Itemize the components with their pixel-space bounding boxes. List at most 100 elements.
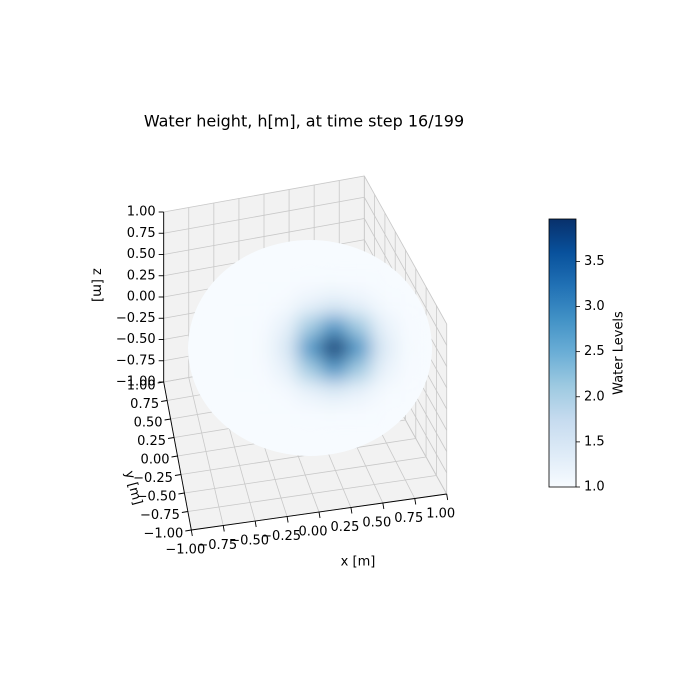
surface-cell: [322, 358, 347, 381]
x-tick-label: −1.00: [165, 543, 205, 558]
surface-cell: [273, 294, 298, 316]
surface-cell: [224, 294, 249, 316]
surface-cell: [273, 358, 298, 381]
z-tick-label: 1.00: [127, 205, 156, 220]
z-tick-label: −0.50: [116, 332, 156, 347]
y-tick-label: 0.50: [134, 416, 163, 431]
surface: [188, 240, 432, 456]
z-tick-label: −1.00: [116, 375, 156, 390]
x-tick-label: 0.00: [299, 525, 328, 540]
surface-cell: [297, 250, 323, 273]
surface-cell: [297, 240, 323, 251]
surface-cell: [224, 315, 249, 338]
colorbar-tick-label: 1.5: [584, 434, 605, 449]
y-tick-label: −0.25: [133, 471, 173, 486]
y-tick-label: 1.00: [127, 379, 156, 394]
surface-cell: [200, 358, 225, 381]
surface-cell: [322, 402, 347, 424]
y-tick: [161, 400, 168, 402]
y-tick-label: −0.75: [140, 508, 180, 523]
x-tick: [446, 493, 449, 501]
surface-cell: [346, 272, 371, 294]
surface-cell: [188, 337, 201, 359]
surface-cell: [249, 423, 274, 446]
surface-cell: [346, 315, 371, 338]
surface-cell: [346, 250, 371, 273]
grid-line: [187, 475, 437, 512]
surface-cell: [249, 294, 274, 316]
z-axis-label: z [m]: [90, 268, 105, 302]
y-tick: [181, 511, 188, 513]
y-tick-label: 0.25: [137, 434, 166, 449]
surface-cell: [395, 315, 420, 338]
colorbar-label: Water Levels: [612, 311, 627, 395]
surface-cell: [322, 380, 347, 402]
grid-line: [363, 175, 448, 325]
surface-cell: [297, 337, 323, 359]
x-tick-label: −0.25: [261, 529, 301, 544]
surface-cell: [395, 380, 420, 402]
x-tick: [222, 525, 225, 532]
surface-cell: [249, 380, 274, 402]
x-tick-label: 1.00: [426, 507, 455, 522]
grid-line: [163, 218, 365, 255]
surface-cell: [249, 358, 274, 381]
colorbar-body: [548, 218, 577, 488]
surface-cell: [322, 294, 347, 316]
x-tick: [318, 511, 321, 519]
x-tick: [286, 516, 289, 523]
y-tick: [178, 492, 185, 495]
surface-cell: [273, 337, 298, 359]
surface-cell: [273, 250, 298, 273]
axes: −1.00−0.75−0.50−0.250.00 0.25 0.50 0.75 1.00…: [116, 205, 455, 558]
surface-cell: [200, 337, 225, 359]
surface-cells: [188, 240, 432, 456]
surface-cell: [249, 337, 274, 359]
surface-cell: [224, 380, 249, 402]
x-tick: [350, 507, 353, 514]
x-tick: [382, 502, 385, 510]
y-tick-label: 0.75: [130, 397, 159, 412]
surface-cell: [395, 294, 420, 316]
x-tick-label: 0.75: [394, 511, 423, 526]
surface-cell: [346, 337, 371, 359]
surface-cell: [371, 380, 396, 402]
surface-cell: [346, 358, 371, 381]
colorbar-tick-label: 2.0: [584, 389, 605, 404]
surface-cell: [249, 315, 274, 338]
surface-cell: [371, 337, 396, 359]
surface-cell: [249, 250, 274, 273]
surface-cell: [273, 423, 298, 446]
surface-cell: [297, 358, 323, 381]
surface-cell: [224, 402, 249, 424]
surface-cell: [297, 294, 323, 316]
surface-cell: [322, 315, 347, 338]
x-axis-label: x [m]: [341, 555, 376, 570]
surface-cell: [371, 315, 396, 338]
z-tick-label: 0.00: [127, 290, 156, 305]
surface-cell: [273, 380, 298, 402]
surface-cell: [249, 402, 274, 424]
surface-cell: [322, 337, 347, 359]
x-tick: [254, 520, 257, 528]
y-tick: [167, 437, 175, 439]
chart-title: Water height, h[m], at time step 16/199: [144, 112, 464, 131]
surface-cell: [200, 315, 225, 338]
surface-cell: [322, 250, 347, 273]
x-tick: [414, 498, 417, 505]
grid-line: [184, 456, 427, 494]
y-tick: [174, 474, 182, 476]
y-tick-label: −0.50: [137, 490, 177, 505]
surface-cell: [371, 294, 396, 316]
x-tick: [190, 529, 193, 537]
surface-cell: [297, 445, 323, 456]
surface-cell: [224, 358, 249, 381]
x-tick-label: 0.25: [330, 520, 359, 535]
surface-cell: [297, 272, 323, 294]
y-tick-label: −1.00: [143, 527, 183, 542]
z-tick-label: −0.75: [116, 353, 156, 368]
grid-line: [163, 196, 365, 234]
x-tick-label: 0.50: [362, 516, 391, 531]
y-tick-label: 0.00: [141, 453, 170, 468]
